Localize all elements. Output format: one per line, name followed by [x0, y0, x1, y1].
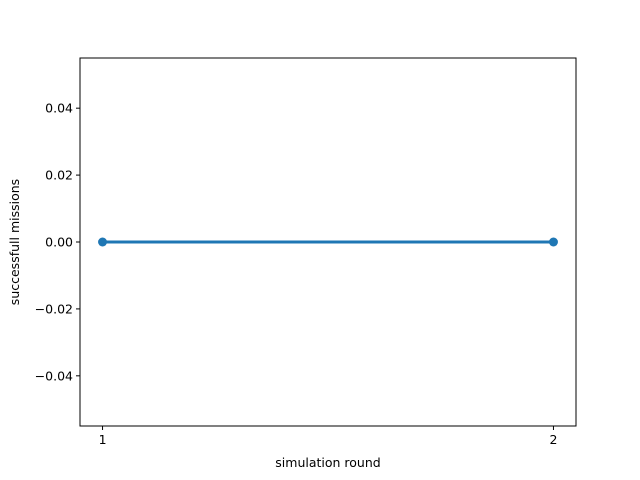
y-tick-label: −0.04 [35, 368, 73, 383]
y-axis-ticks: −0.04 −0.02 0.00 0.02 0.04 [35, 101, 80, 383]
data-point [98, 237, 108, 247]
y-tick-label: 0.04 [45, 101, 73, 116]
y-tick-label: 0.02 [45, 168, 73, 183]
x-axis-label: simulation round [275, 455, 380, 470]
x-tick-label: 1 [99, 432, 107, 447]
x-tick-label: 2 [549, 432, 557, 447]
y-axis-label: successfull missions [7, 179, 22, 305]
data-point [548, 237, 558, 247]
series-layer [98, 237, 558, 247]
plot-frame [79, 57, 577, 427]
y-tick-label: −0.02 [35, 301, 73, 316]
y-tick-label: 0.00 [45, 235, 73, 250]
